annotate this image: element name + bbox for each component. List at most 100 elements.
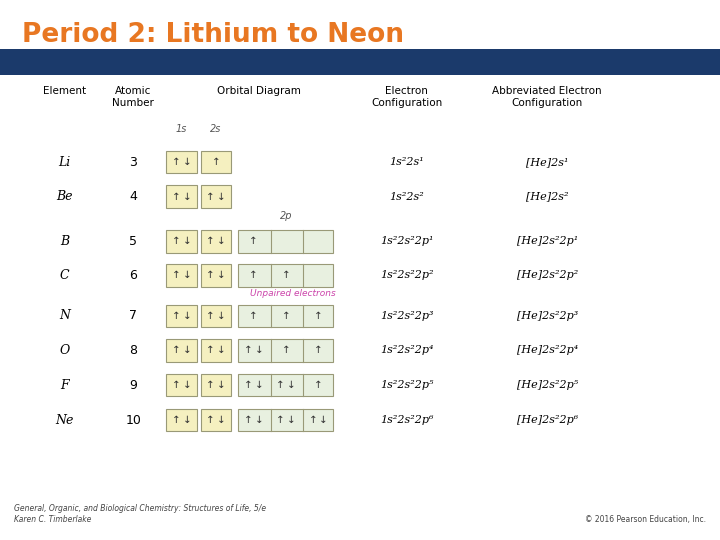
Text: 6: 6 [130,269,137,282]
Text: ↓: ↓ [217,271,226,280]
Text: ↑: ↑ [171,346,181,355]
Text: ↓: ↓ [182,157,192,167]
Text: ↑: ↑ [171,157,181,167]
Text: Unpaired electrons: Unpaired electrons [250,289,336,298]
Text: 1s²2s²2p⁶: 1s²2s²2p⁶ [380,415,433,425]
Text: ↑: ↑ [314,311,323,321]
FancyBboxPatch shape [166,264,197,287]
Text: Li: Li [58,156,71,168]
FancyBboxPatch shape [201,151,231,173]
Text: ↑: ↑ [282,271,290,280]
Text: Ne: Ne [55,414,74,427]
Text: ↓: ↓ [217,192,226,201]
Text: F: F [60,379,69,392]
Text: ↓: ↓ [254,380,264,390]
Text: [He]2s²2p⁴: [He]2s²2p⁴ [516,346,578,355]
Text: ↑: ↑ [243,380,253,390]
Text: N: N [59,309,71,322]
Text: ↑: ↑ [171,237,181,246]
Text: 4: 4 [130,190,137,203]
Text: Electron
Configuration: Electron Configuration [372,86,442,108]
Text: ↓: ↓ [182,237,192,246]
Text: ↑: ↑ [171,192,181,201]
Text: ↑: ↑ [249,311,258,321]
Text: ↑: ↑ [206,380,215,390]
Text: ↓: ↓ [254,346,264,355]
Text: [He]2s²2p³: [He]2s²2p³ [516,311,578,321]
Text: ↑: ↑ [243,415,253,425]
Text: ↑: ↑ [171,415,181,425]
FancyBboxPatch shape [238,264,333,287]
Text: C: C [60,269,70,282]
Text: ↑: ↑ [243,346,253,355]
Text: ↓: ↓ [217,237,226,246]
FancyBboxPatch shape [238,230,333,253]
FancyBboxPatch shape [201,185,231,208]
Text: Be: Be [57,190,73,203]
Text: ↑: ↑ [276,415,285,425]
Text: ↓: ↓ [254,415,264,425]
Text: ↓: ↓ [287,380,296,390]
Text: Orbital Diagram: Orbital Diagram [217,86,301,97]
Text: Period 2: Lithium to Neon: Period 2: Lithium to Neon [22,22,404,48]
Text: 2p: 2p [279,211,292,221]
Text: ↑: ↑ [206,415,215,425]
Text: 10: 10 [125,414,141,427]
Text: ↑: ↑ [206,311,215,321]
Text: ↓: ↓ [217,311,226,321]
Text: ↑: ↑ [249,271,258,280]
Text: ↑: ↑ [171,271,181,280]
FancyBboxPatch shape [166,230,197,253]
Text: [He]2s¹: [He]2s¹ [526,157,569,167]
FancyBboxPatch shape [238,305,333,327]
Text: ↑: ↑ [308,415,318,425]
Text: Atomic
Number: Atomic Number [112,86,154,108]
Text: General, Organic, and Biological Chemistry: Structures of Life, 5/e
Karen C. Tim: General, Organic, and Biological Chemist… [14,504,266,524]
Text: B: B [60,235,69,248]
Text: [He]2s²2p⁶: [He]2s²2p⁶ [516,415,578,425]
Text: 8: 8 [129,344,138,357]
Text: ↑: ↑ [206,346,215,355]
Text: ↑: ↑ [206,192,215,201]
FancyBboxPatch shape [201,339,231,362]
Text: 2s: 2s [210,124,222,133]
Text: 1s: 1s [176,124,187,133]
Text: ↓: ↓ [217,380,226,390]
Text: [He]2s²2p²: [He]2s²2p² [516,271,578,280]
Text: ↓: ↓ [217,346,226,355]
Text: 5: 5 [129,235,138,248]
Text: 1s²2s²2p⁵: 1s²2s²2p⁵ [380,380,433,390]
FancyBboxPatch shape [166,409,197,431]
Text: ↑: ↑ [282,346,290,355]
Text: 1s²2s²: 1s²2s² [390,192,424,201]
FancyBboxPatch shape [201,374,231,396]
Text: ↑: ↑ [212,157,220,167]
Text: ↑: ↑ [206,237,215,246]
Text: 9: 9 [130,379,137,392]
FancyBboxPatch shape [238,339,333,362]
Text: ↑: ↑ [314,380,323,390]
FancyBboxPatch shape [166,374,197,396]
Text: O: O [60,344,70,357]
Text: ↓: ↓ [182,271,192,280]
Text: © 2016 Pearson Education, Inc.: © 2016 Pearson Education, Inc. [585,515,706,524]
Text: ↓: ↓ [182,311,192,321]
Text: 1s²2s¹: 1s²2s¹ [390,157,424,167]
Text: ↑: ↑ [314,346,323,355]
FancyBboxPatch shape [201,409,231,431]
Text: Abbreviated Electron
Configuration: Abbreviated Electron Configuration [492,86,602,108]
Text: 3: 3 [130,156,137,168]
FancyBboxPatch shape [201,230,231,253]
Text: ↓: ↓ [217,415,226,425]
Text: ↓: ↓ [182,380,192,390]
FancyBboxPatch shape [238,409,333,431]
Text: 1s²2s²2p²: 1s²2s²2p² [380,271,433,280]
Text: ↑: ↑ [249,237,258,246]
Text: [He]2s²: [He]2s² [526,192,569,201]
FancyBboxPatch shape [166,339,197,362]
FancyBboxPatch shape [166,305,197,327]
FancyBboxPatch shape [201,305,231,327]
Text: 1s²2s²2p⁴: 1s²2s²2p⁴ [380,346,433,355]
Text: [He]2s²2p¹: [He]2s²2p¹ [516,237,578,246]
Text: ↓: ↓ [182,415,192,425]
